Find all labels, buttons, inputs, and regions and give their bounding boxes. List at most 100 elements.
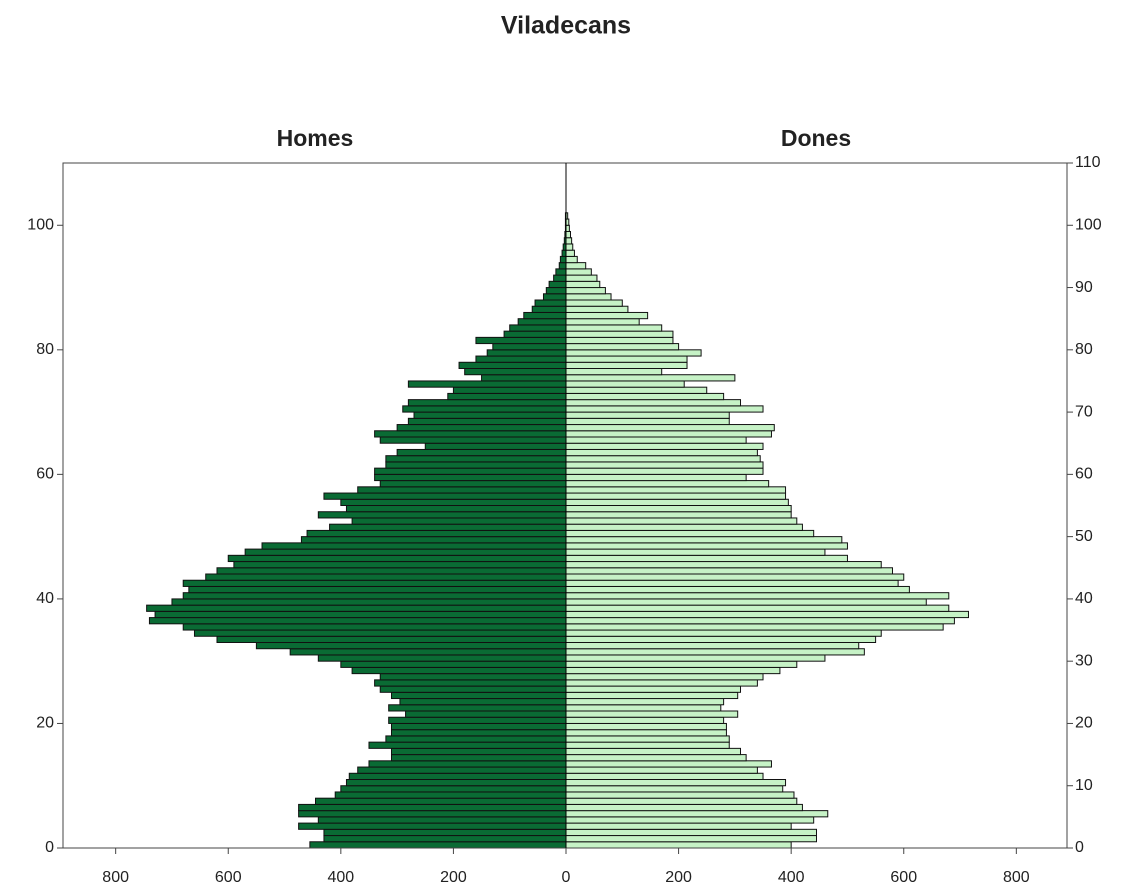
- bar: [388, 704, 567, 712]
- bar: [452, 386, 567, 394]
- bar: [565, 380, 685, 388]
- bar: [565, 648, 865, 656]
- bar: [531, 305, 567, 313]
- bar: [374, 467, 567, 475]
- bar: [565, 287, 606, 295]
- bar: [565, 417, 730, 426]
- bar: [148, 617, 567, 625]
- bar: [390, 754, 567, 762]
- y-tick-label: 100: [27, 216, 54, 233]
- bar: [205, 573, 567, 581]
- bar: [565, 523, 803, 531]
- bar: [565, 424, 775, 432]
- bar: [565, 810, 829, 818]
- bar: [565, 722, 727, 731]
- bar: [565, 666, 781, 675]
- bar: [565, 635, 877, 643]
- bar: [385, 461, 567, 469]
- bar: [565, 355, 688, 363]
- y2-tick-label: 10: [1075, 777, 1093, 794]
- plot-frame: [62, 162, 1068, 849]
- x-tick-label: 400: [778, 869, 805, 886]
- y2-tick-label: 80: [1075, 341, 1093, 358]
- y-tick-label: 0: [45, 839, 54, 856]
- bar: [565, 343, 680, 351]
- bar: [317, 511, 567, 519]
- x-tick-label: 0: [562, 869, 571, 886]
- x-tick-label: 400: [327, 869, 354, 886]
- bar: [565, 430, 772, 438]
- bar: [565, 741, 730, 749]
- y2-tick-label: 0: [1075, 839, 1084, 856]
- bar: [379, 436, 567, 444]
- bar: [340, 785, 567, 793]
- bar: [565, 729, 727, 737]
- bar: [323, 835, 567, 843]
- bar: [216, 635, 567, 643]
- bar: [255, 642, 567, 650]
- bar: [458, 361, 567, 370]
- bar: [413, 411, 567, 419]
- bar: [289, 648, 567, 656]
- bar: [390, 691, 567, 700]
- bar: [565, 779, 787, 787]
- bar: [402, 405, 567, 413]
- bar: [565, 336, 674, 345]
- x-tick-label: 600: [890, 869, 917, 886]
- bar: [565, 436, 747, 444]
- bar: [565, 766, 758, 774]
- y2-tick-label: 70: [1075, 403, 1093, 420]
- bar: [317, 816, 567, 824]
- bar: [565, 561, 882, 569]
- bar: [565, 785, 784, 793]
- chart-title: Viladecans: [501, 12, 631, 40]
- y2-tick-label: 50: [1075, 528, 1093, 545]
- bar: [379, 685, 567, 693]
- bar: [300, 536, 567, 544]
- bar: [405, 710, 567, 718]
- bar: [565, 224, 570, 232]
- bar: [298, 803, 567, 812]
- bar: [565, 473, 747, 482]
- bar: [559, 255, 567, 264]
- bar: [261, 542, 567, 550]
- bar: [379, 673, 567, 681]
- bar: [182, 579, 567, 587]
- bar: [565, 579, 899, 587]
- bar: [323, 492, 567, 500]
- bar: [561, 249, 567, 257]
- y2-tick-label: 90: [1075, 279, 1093, 296]
- bar: [565, 585, 910, 594]
- bar: [348, 772, 567, 780]
- bar: [565, 691, 739, 700]
- bar: [565, 274, 598, 282]
- bar: [357, 486, 567, 494]
- bar: [565, 318, 640, 326]
- bar: [390, 729, 567, 737]
- x-tick-label: 200: [665, 869, 692, 886]
- bar: [565, 629, 882, 637]
- bar: [565, 262, 587, 270]
- bar: [188, 585, 567, 594]
- bar: [555, 268, 567, 276]
- bar: [565, 361, 688, 370]
- bar: [396, 448, 567, 457]
- x-tick-label: 600: [215, 869, 242, 886]
- bar: [447, 392, 567, 401]
- bar: [390, 722, 567, 731]
- bar: [509, 324, 567, 332]
- bar: [368, 760, 567, 768]
- bar: [345, 779, 567, 787]
- bar: [565, 554, 848, 563]
- bar: [565, 311, 649, 320]
- bar: [565, 617, 955, 625]
- bar: [517, 318, 567, 326]
- bar: [553, 274, 567, 282]
- bar: [565, 536, 843, 544]
- bar: [565, 243, 574, 251]
- bar: [565, 255, 578, 264]
- bar: [565, 660, 798, 668]
- bar: [244, 548, 567, 556]
- bar: [565, 698, 725, 706]
- y-tick-label: 80: [36, 341, 54, 358]
